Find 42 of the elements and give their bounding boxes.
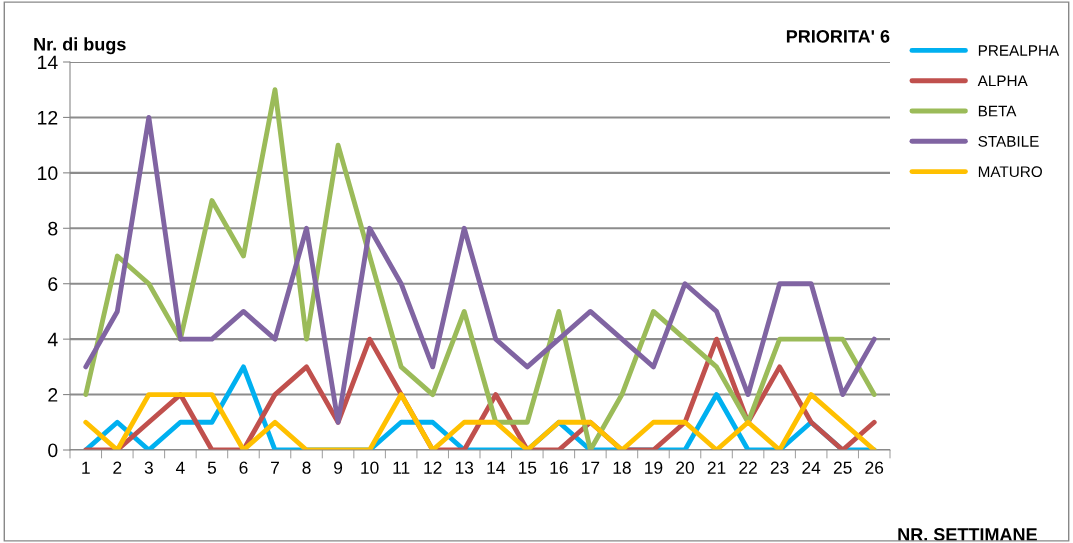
y-tick-label: 4 xyxy=(47,332,58,347)
x-tick-label: 15 xyxy=(518,461,537,474)
legend-label: STABILE xyxy=(978,135,1039,147)
chart-title: PRIORITA' 6 xyxy=(786,29,890,43)
x-tick-label: 20 xyxy=(676,461,694,474)
x-tick-label: 8 xyxy=(302,461,311,474)
x-tick-label: 1 xyxy=(82,461,90,474)
x-tick-label: 13 xyxy=(455,461,474,474)
x-tick-label: 4 xyxy=(175,461,185,474)
y-tick-label: 6 xyxy=(48,277,58,291)
y-tick-label: 12 xyxy=(38,110,58,125)
y-tick-label: 2 xyxy=(48,388,58,402)
x-tick-label: 17 xyxy=(582,461,600,474)
x-tick-label: 23 xyxy=(770,461,789,474)
x-tick-label: 2 xyxy=(113,461,122,474)
x-tick-label: 7 xyxy=(271,461,279,474)
legend-label: PREALPHA xyxy=(978,45,1060,56)
x-tick-label: 12 xyxy=(424,461,442,474)
x-tick-label: 22 xyxy=(739,461,757,474)
legend-label: ALPHA xyxy=(977,75,1028,87)
x-tick-label: 16 xyxy=(550,461,568,474)
y-tick-label: 8 xyxy=(48,221,58,236)
x-tick-label: 18 xyxy=(613,461,631,474)
x-tick-label: 3 xyxy=(144,461,153,474)
x-tick-label: 14 xyxy=(487,461,505,474)
legend-label: BETA xyxy=(978,105,1017,117)
x-tick-label: 6 xyxy=(239,461,248,474)
legend-label: MATURO xyxy=(978,166,1042,178)
y-axis-title: Nr. di bugs xyxy=(34,37,126,55)
x-tick-label: 9 xyxy=(334,461,343,474)
y-tick-label: 14 xyxy=(38,55,58,70)
x-tick-label: 11 xyxy=(393,461,410,474)
y-tick-label: 0 xyxy=(48,443,58,458)
x-tick-label: 25 xyxy=(833,461,852,474)
x-tick-label: 24 xyxy=(802,461,821,474)
x-axis-title: NR. SETTIMANE xyxy=(898,528,1037,541)
y-tick-label: 10 xyxy=(38,166,58,181)
x-tick-label: 10 xyxy=(361,461,379,474)
x-tick-label: 21 xyxy=(707,461,726,474)
x-tick-label: 19 xyxy=(645,461,663,474)
x-tick-label: 26 xyxy=(865,461,884,474)
x-tick-label: 5 xyxy=(207,461,217,474)
